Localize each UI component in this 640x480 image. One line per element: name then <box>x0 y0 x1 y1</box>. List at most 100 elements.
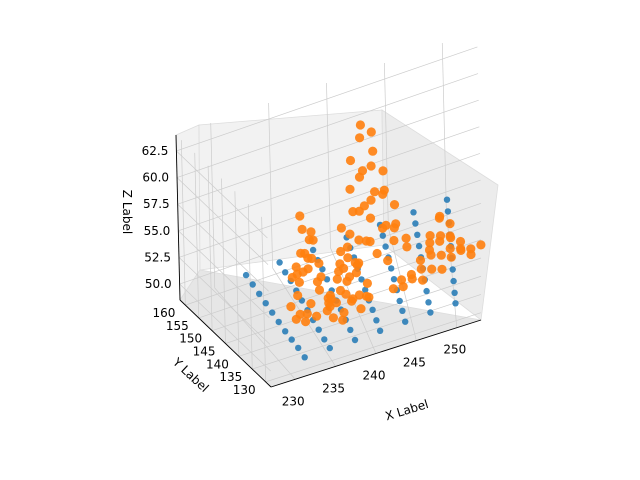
series-1-point <box>444 208 452 215</box>
z-axis-line <box>175 134 181 301</box>
series-1-point <box>449 266 456 273</box>
series-1-point <box>321 336 328 343</box>
series-2-point <box>306 227 316 237</box>
series-2-point <box>295 211 305 221</box>
series-2-point <box>328 313 338 323</box>
x-tick-label: 240 <box>363 369 386 383</box>
series-1-point <box>301 354 308 361</box>
series-2-point <box>302 309 312 319</box>
series-2-point <box>437 264 447 274</box>
series-1-point <box>412 220 419 227</box>
series-2-point <box>402 242 412 252</box>
y-gridline <box>238 275 482 357</box>
series-2-point <box>345 155 356 166</box>
series-2-point <box>366 195 376 205</box>
series-1-point <box>351 336 359 344</box>
series-2-point <box>342 242 353 252</box>
series-2-point <box>297 224 307 234</box>
y-gridline <box>181 140 186 306</box>
series-2-point <box>389 235 399 246</box>
series-2-point <box>336 246 346 257</box>
series-2-point <box>355 120 365 130</box>
y-tick-label: 150 <box>179 332 202 346</box>
z-axis-label: Z Label <box>120 190 134 234</box>
y-gridline <box>261 216 266 382</box>
series-1-point <box>262 300 269 307</box>
series-1-point <box>410 209 417 216</box>
series-2-point <box>312 311 322 321</box>
data-points <box>242 120 486 361</box>
series-2-point <box>350 258 360 268</box>
series-2-point <box>292 269 302 279</box>
series-1-point <box>282 328 289 335</box>
series-2-point <box>388 284 398 294</box>
series-1-point <box>362 286 369 294</box>
y-tick-label: 130 <box>233 383 256 397</box>
series-2-point <box>361 291 372 301</box>
series-2-point <box>418 275 428 285</box>
series-2-point <box>362 278 372 288</box>
series-2-point <box>372 248 382 259</box>
series-1-point <box>373 317 380 324</box>
series-2-point <box>378 166 388 176</box>
series-2-point <box>424 245 435 255</box>
y-gridline <box>194 152 200 318</box>
y-gridline <box>252 294 482 370</box>
series-2-point <box>355 133 365 143</box>
series-2-point <box>316 272 326 282</box>
y-tick-label: 160 <box>152 306 175 320</box>
series-2-point <box>348 294 358 304</box>
series-1-point <box>369 306 376 313</box>
series-2-point <box>306 299 316 309</box>
series-1-point <box>452 300 459 307</box>
series-2-point <box>436 250 446 260</box>
y-gridline <box>265 312 482 383</box>
x-gridline <box>326 82 331 249</box>
series-2-point <box>389 200 400 210</box>
series-2-point <box>300 248 310 259</box>
series-2-point <box>332 274 342 284</box>
y-gridline <box>234 191 240 357</box>
series-1-point <box>347 326 354 334</box>
series-2-point <box>345 184 355 194</box>
series-2-point <box>446 252 456 262</box>
z-tick-label: 50.0 <box>145 277 172 291</box>
series-2-point <box>435 236 445 246</box>
series-2-point <box>303 264 313 274</box>
series-2-point <box>401 233 411 243</box>
z-tick-label: 60.0 <box>142 171 169 185</box>
y-gridline <box>207 165 213 331</box>
series-2-point <box>370 187 380 197</box>
series-2-point <box>343 253 353 263</box>
series-2-point <box>339 307 349 318</box>
x-gridline <box>268 102 273 269</box>
series-2-point <box>338 315 348 325</box>
series-2-point <box>389 223 399 233</box>
series-2-point <box>301 317 311 327</box>
series-1-point <box>415 242 423 250</box>
series-2-point <box>307 253 317 264</box>
y-gridline <box>185 202 482 306</box>
y-gridline <box>221 178 226 344</box>
series-2-point <box>351 268 361 278</box>
series-1-point <box>443 196 451 203</box>
series-1-point <box>427 309 434 316</box>
series-2-point <box>331 298 341 308</box>
series-2-point <box>323 293 333 303</box>
series-2-point <box>339 263 349 273</box>
series-1-point <box>451 289 458 296</box>
series-2-point <box>455 236 466 247</box>
series-2-point <box>291 314 301 324</box>
series-2-point <box>291 262 301 272</box>
series-2-point <box>365 213 376 223</box>
z-tick-label: 57.5 <box>143 197 170 211</box>
series-2-point <box>445 243 455 254</box>
series-2-point <box>383 256 393 266</box>
series-1-point <box>309 246 317 254</box>
series-2-point <box>365 236 375 247</box>
series-1-point <box>379 232 386 239</box>
series-2-point <box>286 302 296 312</box>
series-2-point <box>366 161 376 171</box>
series-2-point <box>314 258 324 268</box>
